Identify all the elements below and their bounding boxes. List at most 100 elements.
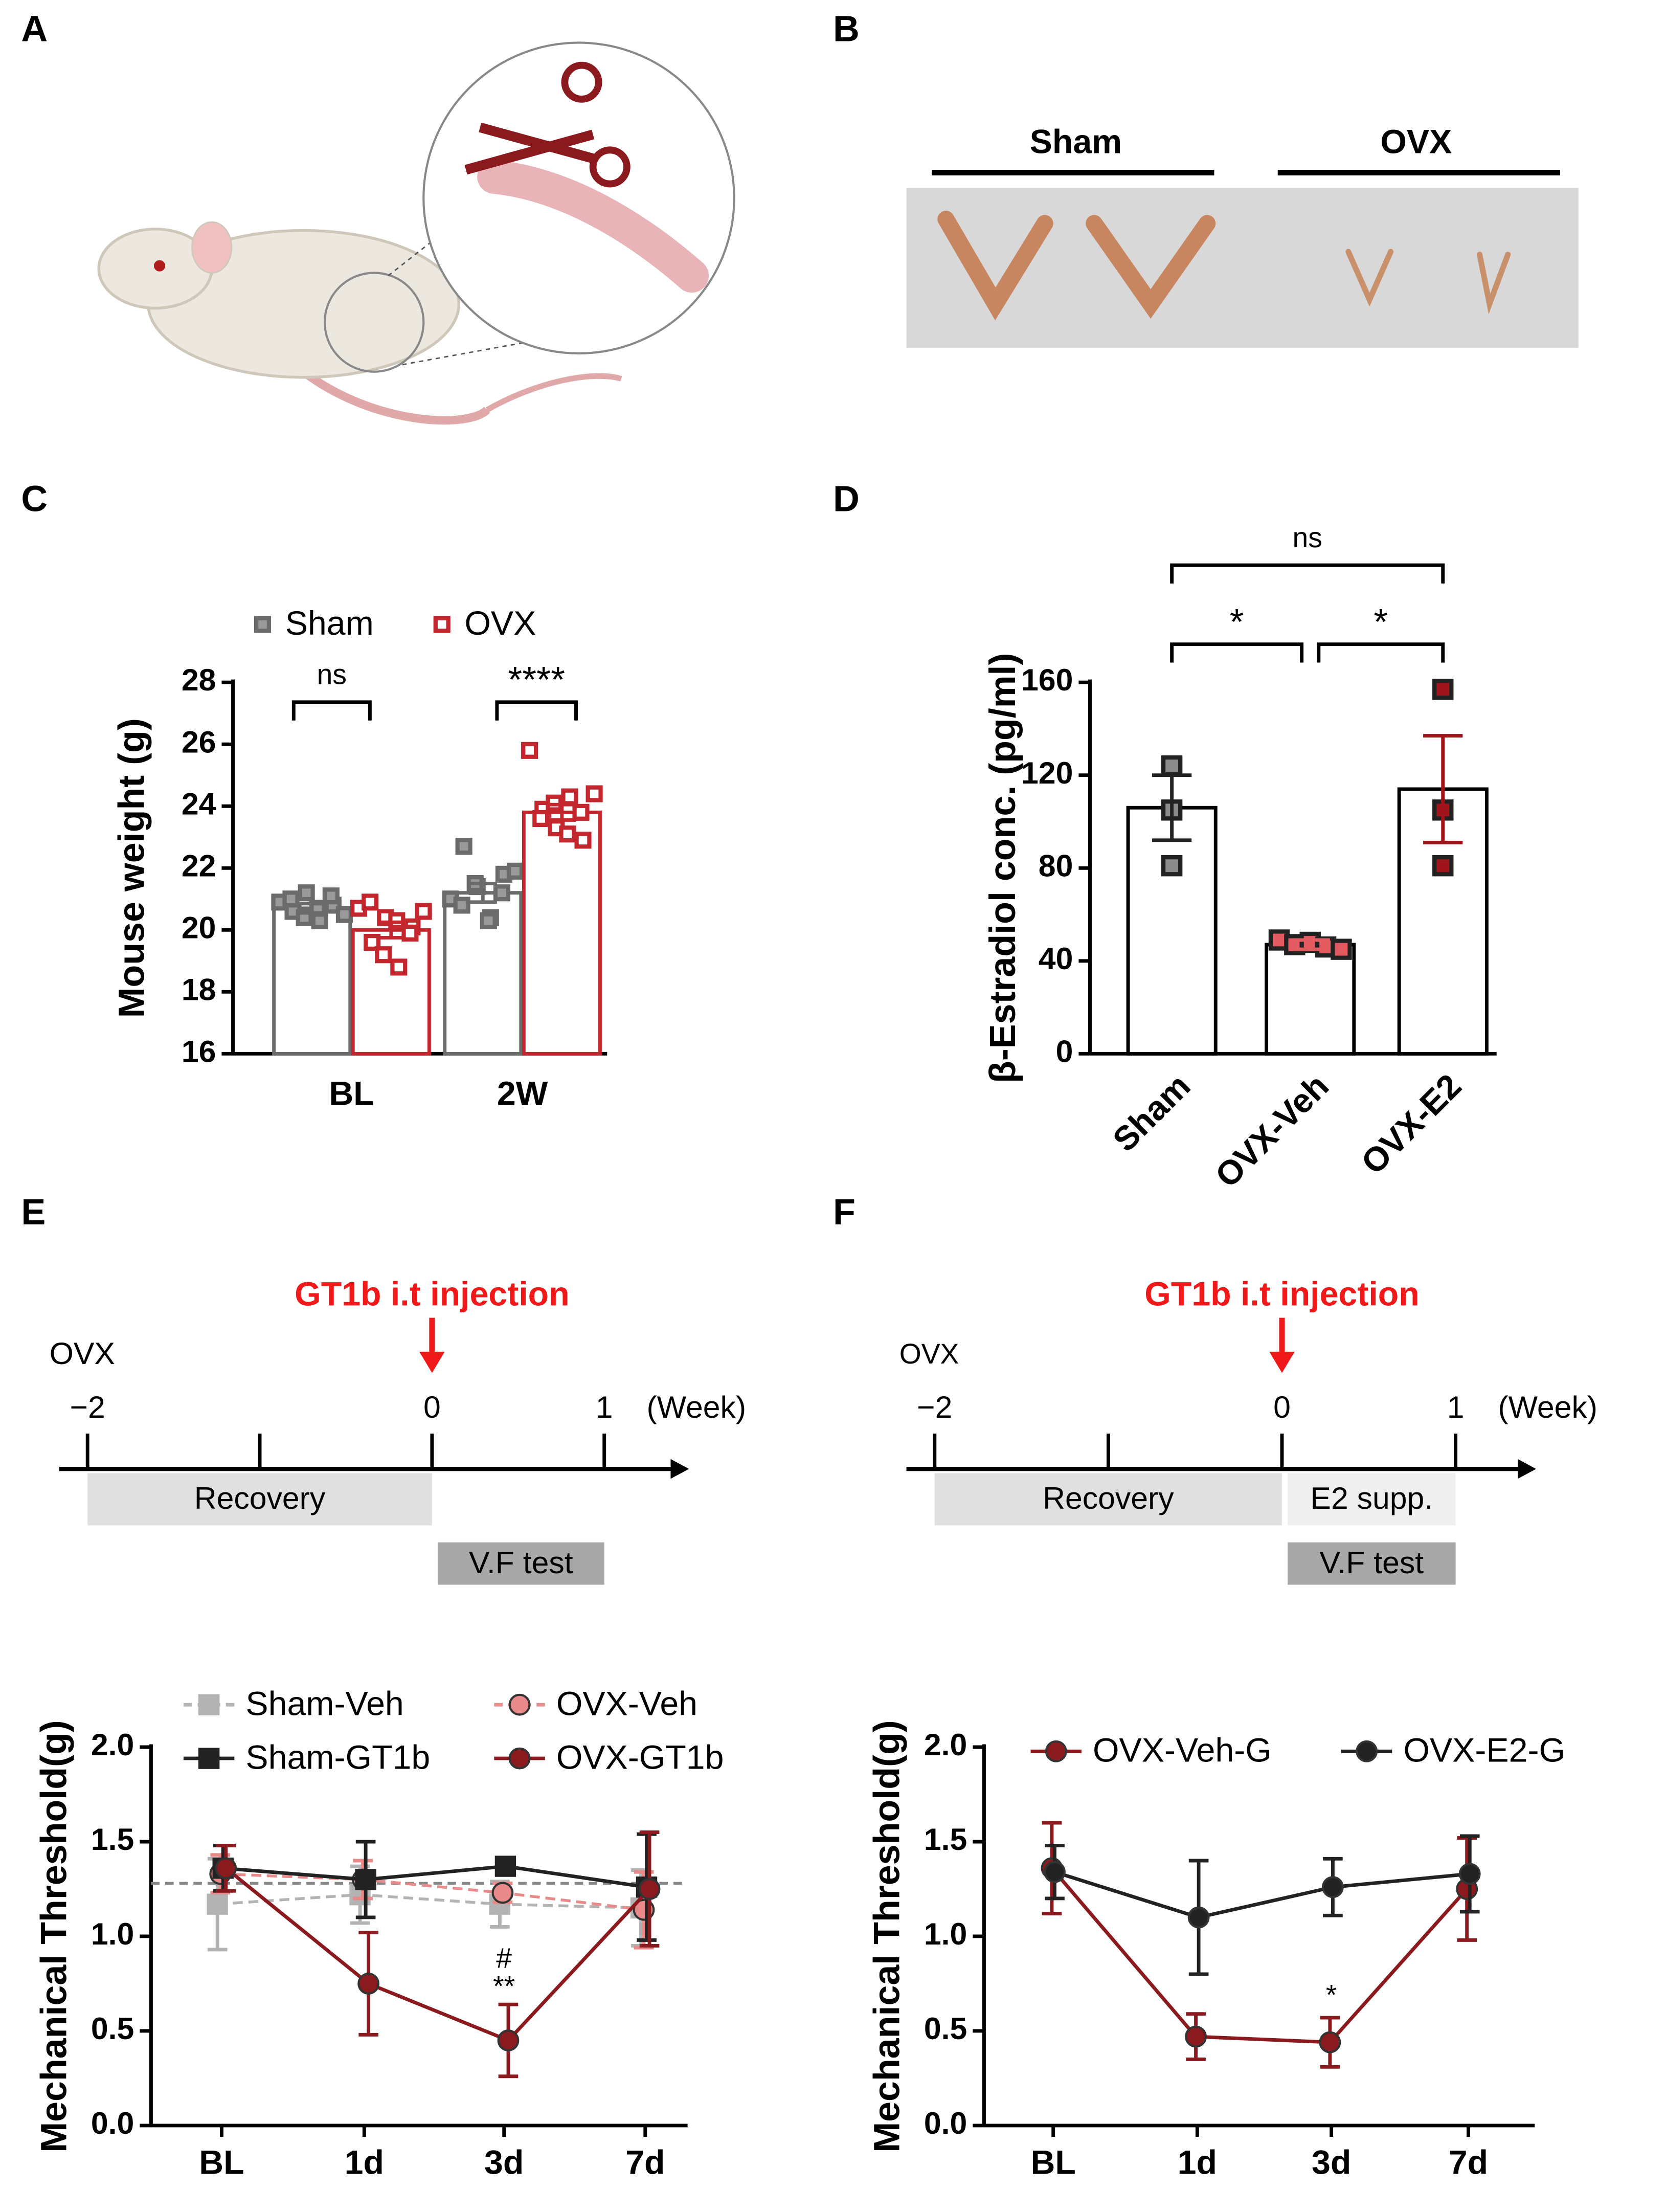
y-tick-label: 1.5 [924,1822,967,1857]
data-point [532,810,550,828]
series-line [224,1867,651,2043]
uterus-ovx [1345,249,1511,315]
legend-label: OVX-E2-G [1403,1732,1565,1770]
mouse-illustration [97,41,735,425]
x-tick-label: 1d [1178,2144,1217,2182]
legend-label: OVX-Veh [556,1685,697,1723]
injection-arrow-head [419,1351,445,1373]
y-tick-label: 0.0 [91,2106,134,2140]
x-tick-label: OVX-E2 [1354,1067,1469,1181]
group-label: OVX [1380,123,1452,161]
start-label: OVX [50,1336,115,1371]
phase-label: E2 supp. [1310,1481,1433,1515]
x-tick-label: BL [1031,2144,1076,2182]
series-line [1054,1870,1470,1919]
legend-marker [1356,1740,1378,1762]
data-point [1185,2025,1207,2048]
data-point [355,1869,376,1890]
x-tick-label: Sham [1106,1067,1198,1159]
data-point [415,903,432,920]
data-point [364,933,381,951]
significance-label: ns [317,659,347,690]
data-point [362,893,379,911]
data-point [215,1857,237,1880]
data-point [494,1856,516,1877]
bracket [1170,642,1304,663]
legend-label: OVX [464,605,536,642]
x-tick-label: 2W [497,1075,548,1113]
data-point [1432,855,1454,877]
legend-marker [198,1694,220,1715]
data-point [298,884,315,902]
data-point [506,862,524,880]
data-point [1187,1906,1210,1929]
y-tick-label: 20 [182,910,216,945]
panel-label: A [21,8,48,49]
data-point [497,2029,520,2051]
y-tick-label: 160 [1021,662,1073,697]
phase-label: Recovery [1043,1481,1174,1515]
phase-label: Recovery [194,1481,326,1515]
y-tick-label: 0.5 [924,2011,967,2046]
x-tick-label: BL [199,2144,244,2182]
data-point [1161,855,1183,877]
data-point [1458,1863,1481,1885]
bar [272,906,352,1056]
timeline-arrow-head [1518,1459,1536,1479]
timeline-tick-label: 0 [423,1390,441,1424]
phase-label: V.F test [1319,1545,1424,1580]
data-point [638,1878,661,1900]
bracket [291,700,372,721]
series-line [220,1872,644,1911]
data-point [455,838,472,855]
x-tick-label: 3d [1312,2144,1351,2182]
uterus-photo: Sham OVX [906,123,1579,348]
timeline-tick-label: 1 [1447,1390,1465,1424]
y-tick-label: 16 [182,1034,216,1068]
data-point [572,803,590,821]
legend-label: Sham [285,605,374,642]
data-point [357,1973,380,1995]
scissors [464,122,595,175]
legend-label: OVX-GT1b [556,1738,724,1776]
y-tick-label: 18 [182,972,216,1007]
timeline-title: GT1b i.t injection [295,1276,569,1313]
y-tick-label: 1.0 [924,1916,967,1951]
x-tick-label: OVX-Veh [1208,1067,1336,1195]
data-point [453,897,470,914]
y-tick-label: 28 [182,662,216,697]
y-tick-label: 26 [182,724,216,759]
data-point [207,1893,228,1915]
significance-label: * [1374,601,1388,642]
series-line [1050,1867,1469,2044]
significance-label: ns [1293,522,1322,553]
phase-box [1288,1473,1456,1526]
bracket [1170,563,1445,584]
eye [153,260,166,272]
legend-marker [508,1693,531,1716]
legend-marker [254,616,272,633]
legend-marker [198,1748,220,1769]
y-tick-label: 22 [182,848,216,883]
legend-marker [1045,1740,1067,1762]
y-tick-label: 24 [182,786,216,821]
y-tick-label: 2.0 [924,1727,967,1762]
x-tick-label: 7d [625,2144,665,2182]
y-tick-label: 0.0 [924,2106,967,2140]
series-line [222,1864,647,1889]
legend-label: Sham-Veh [245,1685,403,1723]
data-point [480,912,497,929]
timeline-arrow-head [670,1459,689,1479]
phase-box [1288,1542,1456,1585]
significance-label: **** [508,659,565,700]
data-point [493,884,510,902]
y-tick-label: 0 [1056,1034,1073,1068]
data-point [390,958,408,976]
timeline-unit: (Week) [647,1390,747,1424]
y-tick-label: 0.5 [91,2011,134,2046]
y-tick-label: 2.0 [91,1727,134,1762]
data-point [559,825,576,843]
y-tick-label: 1.5 [91,1822,134,1857]
timeline-title: GT1b i.t injection [1144,1276,1419,1313]
